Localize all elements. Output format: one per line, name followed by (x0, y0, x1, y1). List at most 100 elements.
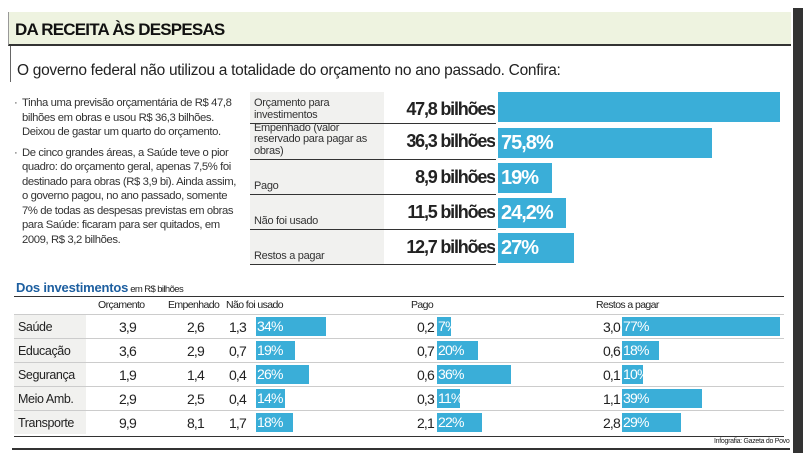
table-row: Meio Amb. 2,9 2,5 0,4 14% 0,3 11% 1,1 39… (14, 386, 784, 410)
bar-percent-label: 7% (438, 318, 457, 334)
summary-label: Pago (250, 160, 384, 194)
cell-empenhado: 2,9 (186, 343, 205, 359)
table-title-text: Dos investimentos (16, 280, 129, 295)
bar-percent-label: 11% (438, 390, 463, 406)
bar-pago: 11% (437, 389, 463, 408)
summary-value: 8,9 bilhões (386, 160, 495, 194)
col-header-nao-usado: Não foi usado (226, 299, 284, 311)
cell-empenhado: 8,1 (186, 415, 205, 431)
investments-table: Orçamento Empenhado Não foi usado Pago R… (14, 296, 784, 437)
summary-value-text: 47,8 bilhões (406, 99, 495, 119)
row-area: Saúde (14, 315, 86, 338)
summary-bar-label: 24,2% (501, 202, 554, 224)
notes: Tinha uma previsão orçamentária de R$ 47… (14, 96, 244, 253)
cell-pago: 2,1 (416, 415, 435, 431)
summary-bar-label: 19% (501, 167, 539, 189)
header-band: DA RECEITA ÀS DESPESAS (8, 12, 791, 46)
cell-restos: 3,0 (602, 319, 621, 335)
summary-label: Empenhado (valor reservado para pagar as… (250, 122, 384, 159)
cell-empenhado: 1,4 (186, 367, 205, 383)
summary-label: Não foi usado (250, 195, 384, 229)
cell-empenhado: 2,6 (186, 319, 205, 335)
cell-orcamento: 3,6 (118, 343, 137, 359)
bar-percent-label: 10% (623, 366, 649, 382)
bar-restos: 77% (622, 317, 780, 336)
subtitle: O governo federal não utilizou a totalid… (10, 46, 561, 82)
summary-bar: 24,2% (498, 198, 567, 228)
cell-restos: 0,6 (602, 343, 621, 359)
bar-pago: 36% (437, 365, 511, 384)
bar-percent-label: 36% (438, 366, 464, 382)
summary-row: Empenhado (valor reservado para pagar as… (250, 122, 496, 160)
table-unit: em R$ bilhões (130, 284, 184, 295)
table-title: Dos investimentos em R$ bilhões (16, 280, 184, 295)
bar-nao-usado: 26% (256, 365, 310, 384)
row-area: Educação (14, 339, 86, 362)
bar-pago: 20% (437, 341, 478, 360)
row-area: Transporte (14, 411, 86, 434)
table-row: Transporte 9,9 8,1 1,7 18% 2,1 22% 2,8 2… (14, 410, 784, 434)
bar-percent-label: 34% (257, 318, 283, 334)
bar-percent-label: 18% (257, 414, 283, 430)
note-1: Tinha uma previsão orçamentária de R$ 47… (14, 96, 244, 140)
cell-nao-usado: 1,3 (228, 319, 247, 335)
cell-empenhado: 2,5 (186, 391, 205, 407)
summary-row: Orçamento para investimentos 47,8 bilhões (250, 92, 496, 124)
bar-percent-label: 39% (623, 390, 649, 406)
bar-percent-label: 29% (623, 414, 649, 430)
summary-bar (498, 92, 780, 122)
row-area: Meio Amb. (14, 387, 86, 410)
summary-bar: 19% (498, 163, 552, 193)
bottom-rule (12, 448, 790, 450)
cell-orcamento: 9,9 (118, 415, 137, 431)
col-header-orcamento: Orçamento (98, 299, 145, 311)
cell-pago: 0,2 (416, 319, 435, 335)
row-area: Segurança (14, 363, 86, 386)
cell-pago: 0,7 (416, 343, 435, 359)
cell-orcamento: 2,9 (118, 391, 137, 407)
summary-value-text: 8,9 bilhões (415, 167, 495, 187)
summary-value: 12,7 bilhões (386, 230, 495, 264)
bar-percent-label: 18% (623, 342, 649, 358)
cell-orcamento: 1,9 (118, 367, 137, 383)
summary-bar-label: 75,8% (501, 132, 554, 154)
cell-nao-usado: 0,4 (228, 391, 247, 407)
col-header-empenhado: Empenhado (168, 299, 220, 311)
summary-bar: 75,8% (498, 128, 712, 158)
bar-nao-usado: 34% (256, 317, 326, 336)
bar-percent-label: 20% (438, 342, 464, 358)
summary-value: 47,8 bilhões (386, 92, 495, 123)
table-row: Segurança 1,9 1,4 0,4 26% 0,6 36% 0,1 10… (14, 362, 784, 386)
table-row: Saúde 3,9 2,6 1,3 34% 0,2 7% 3,0 77% (14, 314, 784, 338)
right-edge-bar (793, 8, 803, 453)
summary-label: Restos a pagar (250, 230, 384, 264)
summary-value-text: 12,7 bilhões (406, 237, 495, 257)
credit: Infografia: Gazeta do Povo (714, 438, 790, 445)
note-2: De cinco grandes áreas, a Saúde teve o p… (14, 146, 244, 248)
bar-restos: 29% (622, 413, 682, 432)
bar-pago: 22% (437, 413, 483, 432)
summary-row: Não foi usado 11,5 bilhões (250, 195, 496, 230)
bar-percent-label: 14% (257, 390, 283, 406)
bar-percent-label: 19% (257, 342, 283, 358)
bar-percent-label: 26% (257, 366, 283, 382)
cell-restos: 1,1 (602, 391, 621, 407)
bar-percent-label: 77% (623, 318, 649, 334)
summary-value: 11,5 bilhões (386, 195, 495, 229)
page-title: DA RECEITA ÀS DESPESAS (15, 20, 225, 39)
bar-nao-usado: 18% (256, 413, 293, 432)
col-header-pago: Pago (411, 299, 434, 311)
summary-value-text: 36,3 bilhões (406, 131, 495, 151)
table-row: Educação 3,6 2,9 0,7 19% 0,7 20% 0,6 18% (14, 338, 784, 362)
cell-nao-usado: 0,4 (228, 367, 247, 383)
col-header-restos: Restos a pagar (596, 299, 659, 311)
cell-orcamento: 3,9 (118, 319, 137, 335)
cell-pago: 0,6 (416, 367, 435, 383)
cell-pago: 0,3 (416, 391, 435, 407)
summary-row: Restos a pagar 12,7 bilhões (250, 230, 496, 265)
bar-restos: 39% (622, 389, 702, 408)
cell-restos: 2,8 (602, 415, 621, 431)
bar-restos: 10% (622, 365, 649, 384)
summary-row: Pago 8,9 bilhões (250, 160, 496, 195)
bar-nao-usado: 14% (256, 389, 285, 408)
